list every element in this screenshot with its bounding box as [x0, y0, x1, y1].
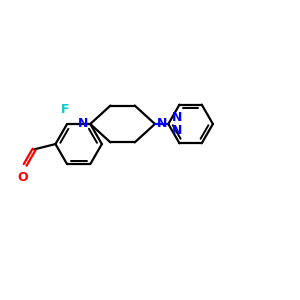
- Text: N: N: [77, 118, 88, 130]
- Text: N: N: [172, 124, 182, 137]
- Text: O: O: [17, 171, 28, 184]
- Text: N: N: [157, 118, 168, 130]
- Text: N: N: [172, 111, 182, 124]
- Text: F: F: [61, 103, 70, 116]
